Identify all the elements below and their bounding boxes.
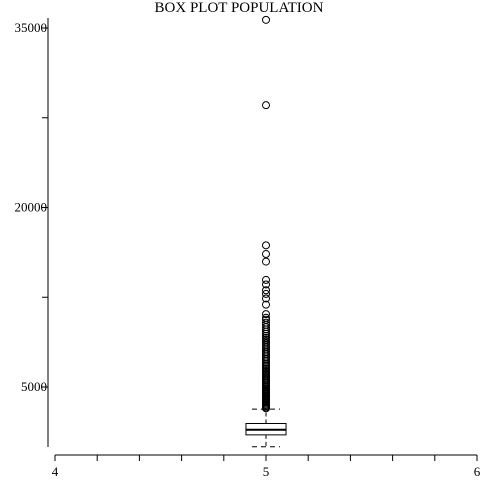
outlier-point xyxy=(263,258,270,265)
y-tick-label: 5000 xyxy=(21,379,47,394)
outlier-point xyxy=(263,102,270,109)
x-tick-label: 4 xyxy=(52,464,59,479)
y-tick-label: 20000 xyxy=(15,200,48,215)
outlier-point xyxy=(263,251,270,258)
box-plot xyxy=(246,409,286,447)
x-axis: 4 5 6 xyxy=(52,455,480,479)
x-tick-label: 6 xyxy=(474,464,480,479)
x-tick-label: 5 xyxy=(263,464,270,479)
chart-title: BOX PLOT POPULATION xyxy=(155,0,324,16)
y-axis: 5000 20000 35000 xyxy=(15,18,49,447)
outlier-point xyxy=(263,16,270,23)
outlier-points xyxy=(263,16,270,411)
y-tick-label: 35000 xyxy=(15,20,48,35)
outlier-point xyxy=(263,242,270,249)
